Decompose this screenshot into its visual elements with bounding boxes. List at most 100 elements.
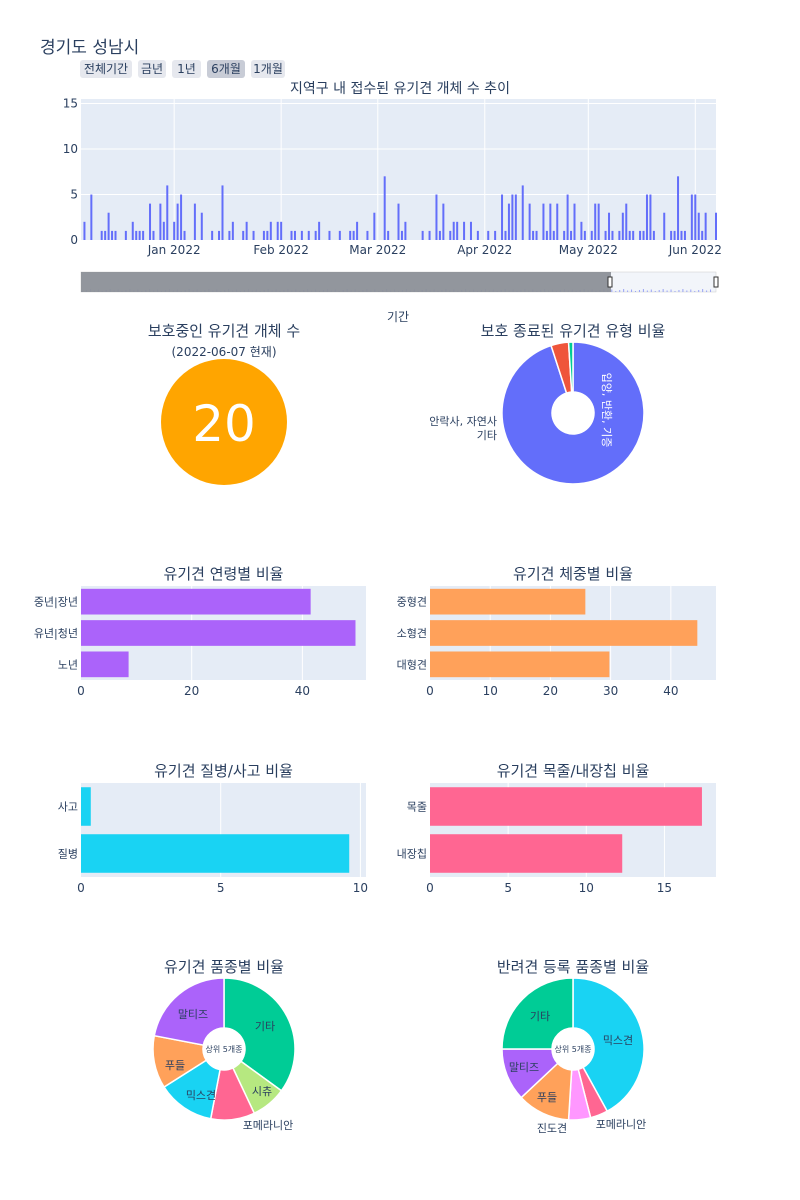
age-bar[interactable] [81,620,356,646]
timeseries-bar[interactable] [428,230,431,240]
timeseries-bar[interactable] [135,230,138,240]
age-bar[interactable] [81,588,311,615]
timeseries-bar[interactable] [218,230,221,240]
timeseries-bar[interactable] [590,230,593,240]
range-slider-handle-left[interactable] [607,276,613,288]
timeseries-bar[interactable] [694,194,697,240]
timeseries-bar[interactable] [501,194,504,240]
timeseries-bar[interactable] [621,212,624,240]
timeseries-bar[interactable] [300,230,303,240]
weight-bar[interactable] [430,620,698,646]
timeseries-bar[interactable] [556,203,559,240]
timeseries-bar[interactable] [142,230,145,240]
timeseries-bar[interactable] [314,230,317,240]
timeseries-bar[interactable] [528,203,531,240]
timeseries-bar[interactable] [138,230,141,240]
timeseries-bar[interactable] [180,194,183,240]
timeseries-bar[interactable] [514,194,517,240]
timeseries-bar[interactable] [104,230,107,240]
timeseries-bar[interactable] [173,221,176,240]
timeseries-bar[interactable] [563,230,566,240]
timeseries-bar[interactable] [549,203,552,240]
timeseries-bar[interactable] [580,221,583,240]
timeseries-bar[interactable] [231,221,234,240]
timeseries-bar[interactable] [649,194,652,240]
timeseries-bar[interactable] [290,230,293,240]
timeseries-bar[interactable] [608,212,611,240]
timeseries-bar[interactable] [456,221,459,240]
timeseries-bar[interactable] [404,221,407,240]
timeseries-bar[interactable] [328,230,331,240]
timeseries-bar[interactable] [276,221,279,240]
timeseries-bar[interactable] [269,221,272,240]
timeseries-bar[interactable] [521,185,524,240]
timeseries-bar[interactable] [690,194,693,240]
timeseries-bar[interactable] [211,230,214,240]
timeseries-bar[interactable] [90,194,93,240]
timeseries-bar[interactable] [400,230,403,240]
timeseries-bar[interactable] [532,230,535,240]
timeseries-bar[interactable] [383,176,386,240]
outcome-slice[interactable] [501,341,645,485]
timeseries-bar[interactable] [642,230,645,240]
timeseries-bar[interactable] [352,230,355,240]
timeseries-bar[interactable] [697,212,700,240]
timeseries-bar[interactable] [604,230,607,240]
timeseries-bar[interactable] [663,212,666,240]
timeseries-bar[interactable] [611,230,614,240]
timeseries-bar[interactable] [242,230,245,240]
timeseries-bar[interactable] [252,230,255,240]
range-button-3[interactable]: 6개월 [207,60,245,78]
timeseries-bar[interactable] [507,203,510,240]
timeseries-bar[interactable] [639,230,642,240]
timeseries-bar[interactable] [438,230,441,240]
timeseries-bar[interactable] [266,230,269,240]
timeseries-bar[interactable] [452,221,455,240]
timeseries-bar[interactable] [307,230,310,240]
timeseries-bar[interactable] [280,221,283,240]
weight-bar[interactable] [430,651,610,678]
timeseries-bar[interactable] [652,230,655,240]
collar-bar[interactable] [430,834,623,873]
range-slider[interactable] [80,271,719,293]
timeseries-bar[interactable] [349,230,352,240]
timeseries-bar[interactable] [114,230,117,240]
illness-bar[interactable] [81,834,350,873]
timeseries-bar[interactable] [476,230,479,240]
timeseries-bar[interactable] [162,221,165,240]
timeseries-bar[interactable] [566,194,569,240]
timeseries-bar[interactable] [680,230,683,240]
timeseries-bar[interactable] [597,203,600,240]
weight-bar[interactable] [430,588,586,615]
timeseries-bar[interactable] [570,230,573,240]
timeseries-bar[interactable] [701,230,704,240]
timeseries-bar[interactable] [176,203,179,240]
timeseries-bar[interactable] [628,230,631,240]
timeseries-bar[interactable] [421,230,424,240]
timeseries-bar[interactable] [683,230,686,240]
range-slider-handle-right[interactable] [713,276,719,288]
timeseries-bar[interactable] [625,203,628,240]
timeseries-bar[interactable] [545,230,548,240]
timeseries-bar[interactable] [645,194,648,240]
timeseries-bar[interactable] [111,230,114,240]
timeseries-bar[interactable] [193,203,196,240]
timeseries-bar[interactable] [487,230,490,240]
collar-bar[interactable] [430,787,702,826]
timeseries-bar[interactable] [435,194,438,240]
timeseries-bar[interactable] [552,230,555,240]
age-bar[interactable] [81,651,129,678]
breed-slice[interactable] [153,977,225,1046]
timeseries-bar[interactable] [463,221,466,240]
breed-slice[interactable] [223,977,296,1092]
timeseries-bar[interactable] [511,194,514,240]
timeseries-bar[interactable] [293,230,296,240]
timeseries-bar[interactable] [228,230,231,240]
timeseries-bar[interactable] [504,230,507,240]
timeseries-bar[interactable] [397,203,400,240]
range-button-1[interactable]: 금년 [138,60,166,78]
timeseries-bar[interactable] [338,230,341,240]
timeseries-bar[interactable] [131,221,134,240]
range-button-2[interactable]: 1년 [172,60,201,78]
timeseries-bar[interactable] [594,203,597,240]
